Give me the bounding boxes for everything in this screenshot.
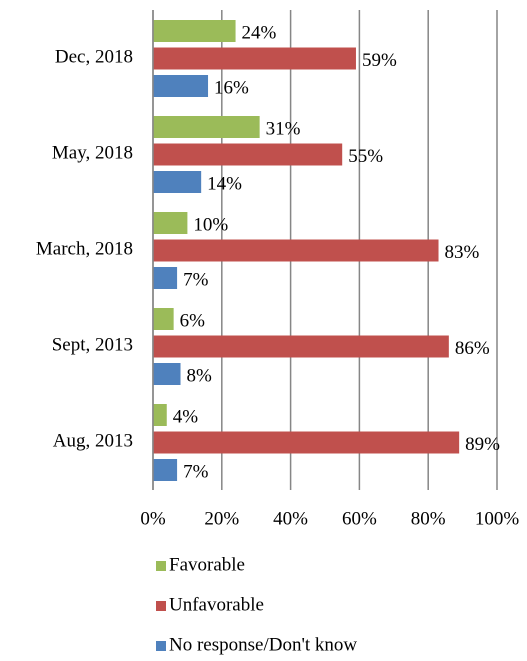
bar [153,267,178,289]
bar [153,212,188,234]
bar [153,143,343,166]
legend-label: Favorable [169,554,245,575]
legend-swatch [156,601,166,611]
y-tick-label: Dec, 2018 [55,46,133,67]
bar [153,335,449,358]
data-label: 86% [455,338,490,359]
x-tick-label: 100% [475,508,520,529]
data-label: 7% [183,461,209,482]
data-label: 4% [173,406,199,427]
bar [153,363,181,385]
y-tick-label: Aug, 2013 [53,430,133,451]
data-label: 16% [214,77,249,98]
y-tick-label: May, 2018 [52,142,133,163]
data-label: 89% [465,434,500,455]
bar [153,404,167,426]
data-label: 8% [187,365,213,386]
x-tick-label: 80% [411,508,446,529]
bar [153,431,460,454]
data-label: 55% [348,146,383,167]
data-label: 83% [445,242,480,263]
bar [153,116,260,138]
bar [153,171,202,193]
data-label: 7% [183,269,209,290]
bar [153,47,356,70]
legend-swatch [156,641,166,651]
bar [153,308,174,330]
x-tick-label: 20% [204,508,239,529]
data-label: 14% [207,173,242,194]
data-label: 59% [362,50,397,71]
data-label: 31% [266,118,301,139]
data-label: 24% [242,22,277,43]
legend-label: Unfavorable [169,594,264,615]
bar [153,20,236,42]
data-label: 10% [193,214,228,235]
data-label: 6% [180,310,206,331]
bar [153,459,178,481]
y-tick-label: Sept, 2013 [52,334,133,355]
x-tick-label: 0% [140,508,166,529]
legend-swatch [156,561,166,571]
x-tick-label: 60% [342,508,377,529]
x-tick-label: 40% [273,508,308,529]
y-tick-label: March, 2018 [36,238,133,259]
bar [153,75,209,97]
bar [153,239,439,262]
legend-label: No response/Don't know [169,634,357,655]
